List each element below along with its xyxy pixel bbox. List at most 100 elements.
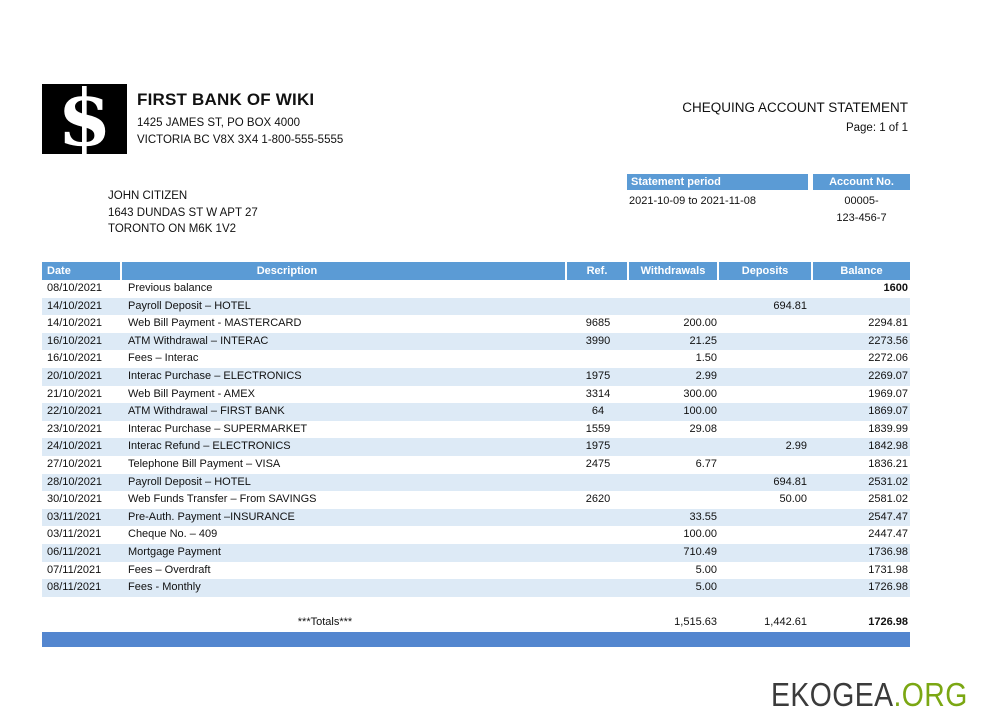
cell-date: 08/11/2021 [47, 581, 102, 594]
bank-name: FIRST BANK OF WIKI [137, 90, 315, 109]
bank-address: 1425 JAMES ST, PO BOX 4000 VICTORIA BC V… [137, 115, 343, 148]
cell-description: Cheque No. – 409 [128, 528, 218, 541]
table-row: 03/11/2021 Pre-Auth. Payment –INSURANCE … [42, 508, 910, 527]
footer-brand: EKOGEA.ORG [771, 676, 968, 714]
cell-deposits [719, 350, 813, 368]
period-account-headers: Statement period Account No. [627, 174, 910, 190]
customer-name: JOHN CITIZEN [108, 190, 188, 202]
cell-balance: 2294.81 [868, 317, 908, 330]
brand-name-green: .ORG [893, 676, 968, 713]
cell-deposits [719, 403, 813, 421]
cell-date: 14/10/2021 [47, 299, 103, 312]
account-number-line1: 00005- [844, 195, 879, 207]
cell-ref: 1559 [585, 422, 611, 435]
table-row: 07/11/2021 Fees – Overdraft 5.00 1731.98 [42, 561, 910, 580]
cell-deposits [719, 315, 813, 333]
cell-withdrawals: 200.00 [683, 317, 717, 330]
bank-address-line1: 1425 JAMES ST, PO BOX 4000 [137, 117, 300, 129]
bottom-accent-bar [42, 632, 910, 647]
table-body: 08/10/2021 Previous balance 1600 14/10/2… [42, 280, 910, 597]
table-row: 27/10/2021 Telephone Bill Payment – VISA… [42, 455, 910, 474]
cell-ref: 1975 [585, 369, 611, 382]
cell-deposits [719, 280, 813, 298]
cell-withdrawals: 33.55 [689, 510, 717, 523]
cell-ref: 2620 [585, 493, 611, 506]
account-number: 00005- 123-456-7 [813, 193, 910, 227]
statement-period-value: 2021-10-09 to 2021-11-08 [629, 195, 757, 207]
cell-description: Interac Purchase – ELECTRONICS [128, 369, 302, 382]
cell-description: Pre-Auth. Payment –INSURANCE [128, 510, 295, 523]
table-row: 16/10/2021 Fees – Interac 1.50 2272.06 [42, 350, 910, 368]
cell-balance: 2547.47 [868, 510, 908, 523]
table-row: 03/11/2021 Cheque No. – 409 100.00 2447.… [42, 526, 910, 544]
cell-date: 27/10/2021 [47, 457, 103, 470]
cell-balance: 1836.21 [868, 457, 908, 470]
cell-deposits [719, 562, 813, 580]
customer-address-line1: 1643 DUNDAS ST W APT 27 [108, 206, 258, 219]
cell-balance: 2272.06 [868, 352, 908, 365]
table-row: 23/10/2021 Interac Purchase – SUPERMARKE… [42, 420, 910, 439]
customer-address-line2: TORONTO ON M6K 1V2 [108, 223, 237, 235]
cell-withdrawals: 29.08 [689, 422, 717, 435]
bank-logo: $ [42, 80, 127, 158]
cell-description: Web Bill Payment - AMEX [128, 387, 255, 400]
cell-withdrawals [629, 438, 719, 456]
cell-deposits: 694.81 [773, 475, 807, 488]
cell-deposits [719, 579, 813, 597]
cell-ref: 1975 [585, 440, 611, 453]
cell-date: 22/10/2021 [47, 405, 103, 418]
cell-ref [567, 544, 629, 562]
cell-description: ATM Withdrawal – INTERAC [128, 334, 269, 347]
table-row: 14/10/2021 Payroll Deposit – HOTEL 694.8… [42, 297, 910, 316]
cell-ref [567, 298, 629, 316]
account-number-line2: 123-456-7 [836, 212, 887, 224]
table-row: 22/10/2021 ATM Withdrawal – FIRST BANK 6… [42, 403, 910, 421]
table-row: 21/10/2021 Web Bill Payment - AMEX 3314 … [42, 385, 910, 404]
bank-address-line2: VICTORIA BC V8X 3X4 1-800-555-5555 [137, 133, 344, 146]
totals-balance: 1726.98 [868, 616, 908, 628]
cell-date: 21/10/2021 [47, 387, 103, 400]
cell-deposits: 50.00 [779, 493, 807, 506]
period-account-values: 2021-10-09 to 2021-11-08 00005- 123-456-… [627, 193, 910, 227]
bank-info: FIRST BANK OF WIKI 1425 JAMES ST, PO BOX… [137, 90, 343, 148]
cell-deposits [719, 544, 813, 562]
cell-description: Payroll Deposit – HOTEL [128, 299, 251, 312]
statement-title: CHEQUING ACCOUNT STATEMENT [682, 100, 908, 115]
account-no-label: Account No. [813, 174, 910, 190]
cell-withdrawals: 6.77 [695, 457, 717, 470]
cell-description: Fees – Overdraft [128, 563, 211, 576]
cell-ref [567, 474, 629, 492]
cell-withdrawals [629, 280, 719, 298]
table-row: 08/10/2021 Previous balance 1600 [42, 280, 910, 298]
totals-label: ***Totals*** [297, 616, 353, 628]
table-row: 20/10/2021 Interac Purchase – ELECTRONIC… [42, 367, 910, 386]
statement-period-label: Statement period [627, 174, 808, 190]
cell-ref [567, 579, 629, 597]
cell-balance: 1869.07 [868, 405, 908, 418]
table-row: 24/10/2021 Interac Refund – ELECTRONICS … [42, 438, 910, 456]
cell-description: Interac Refund – ELECTRONICS [128, 440, 291, 453]
cell-balance: 1969.07 [868, 387, 908, 400]
cell-balance: 2273.56 [868, 334, 908, 347]
cell-balance: 2531.02 [868, 475, 908, 488]
cell-description: Fees - Monthly [128, 581, 201, 594]
cell-balance: 1600 [883, 282, 908, 294]
cell-description: Mortgage Payment [128, 545, 221, 558]
cell-description: Previous balance [128, 282, 213, 294]
totals-deposits: 1,442.61 [764, 616, 807, 628]
cell-description: Web Funds Transfer – From SAVINGS [128, 493, 317, 506]
cell-balance: 1731.98 [868, 563, 908, 576]
cell-date: 28/10/2021 [47, 475, 103, 488]
cell-date: 08/10/2021 [47, 282, 103, 294]
cell-withdrawals: 1.50 [695, 352, 717, 365]
cell-deposits [719, 526, 813, 544]
cell-deposits [719, 333, 813, 351]
cell-date: 14/10/2021 [47, 317, 103, 330]
cell-description: Fees – Interac [128, 352, 199, 365]
cell-ref: 3990 [585, 334, 611, 347]
cell-ref: 64 [591, 405, 605, 418]
cell-date: 30/10/2021 [47, 493, 103, 506]
cell-balance: 2447.47 [868, 528, 908, 541]
column-header-ref: Ref. [567, 262, 627, 280]
column-header-date: Date [42, 262, 120, 280]
